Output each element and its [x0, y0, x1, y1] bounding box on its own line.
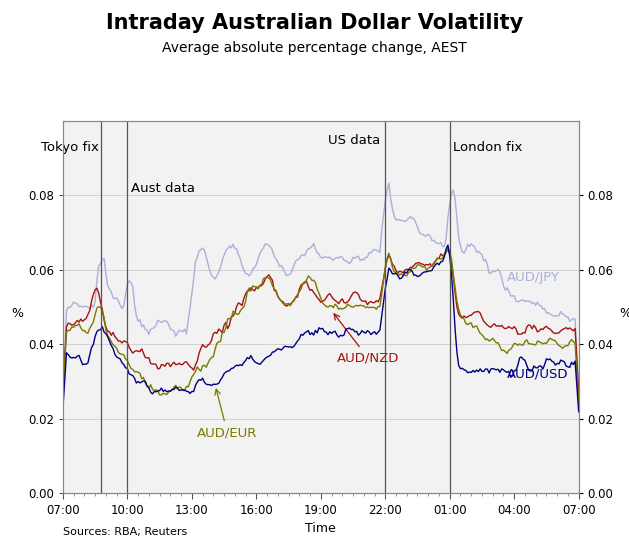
- Y-axis label: %: %: [11, 307, 23, 320]
- Text: London fix: London fix: [454, 141, 523, 154]
- Text: AUD/NZD: AUD/NZD: [334, 314, 399, 364]
- X-axis label: Time: Time: [306, 522, 336, 535]
- Text: AUD/EUR: AUD/EUR: [198, 389, 258, 439]
- Text: Intraday Australian Dollar Volatility: Intraday Australian Dollar Volatility: [106, 13, 523, 33]
- Text: Tokyo fix: Tokyo fix: [41, 141, 99, 154]
- Text: AUD/JPY: AUD/JPY: [507, 271, 560, 283]
- Text: Aust data: Aust data: [131, 182, 195, 195]
- Text: Average absolute percentage change, AEST: Average absolute percentage change, AEST: [162, 41, 467, 55]
- Y-axis label: %: %: [619, 307, 629, 320]
- Text: US data: US data: [328, 134, 380, 147]
- Text: AUD/USD: AUD/USD: [507, 368, 569, 380]
- Text: Sources: RBA; Reuters: Sources: RBA; Reuters: [63, 527, 187, 537]
